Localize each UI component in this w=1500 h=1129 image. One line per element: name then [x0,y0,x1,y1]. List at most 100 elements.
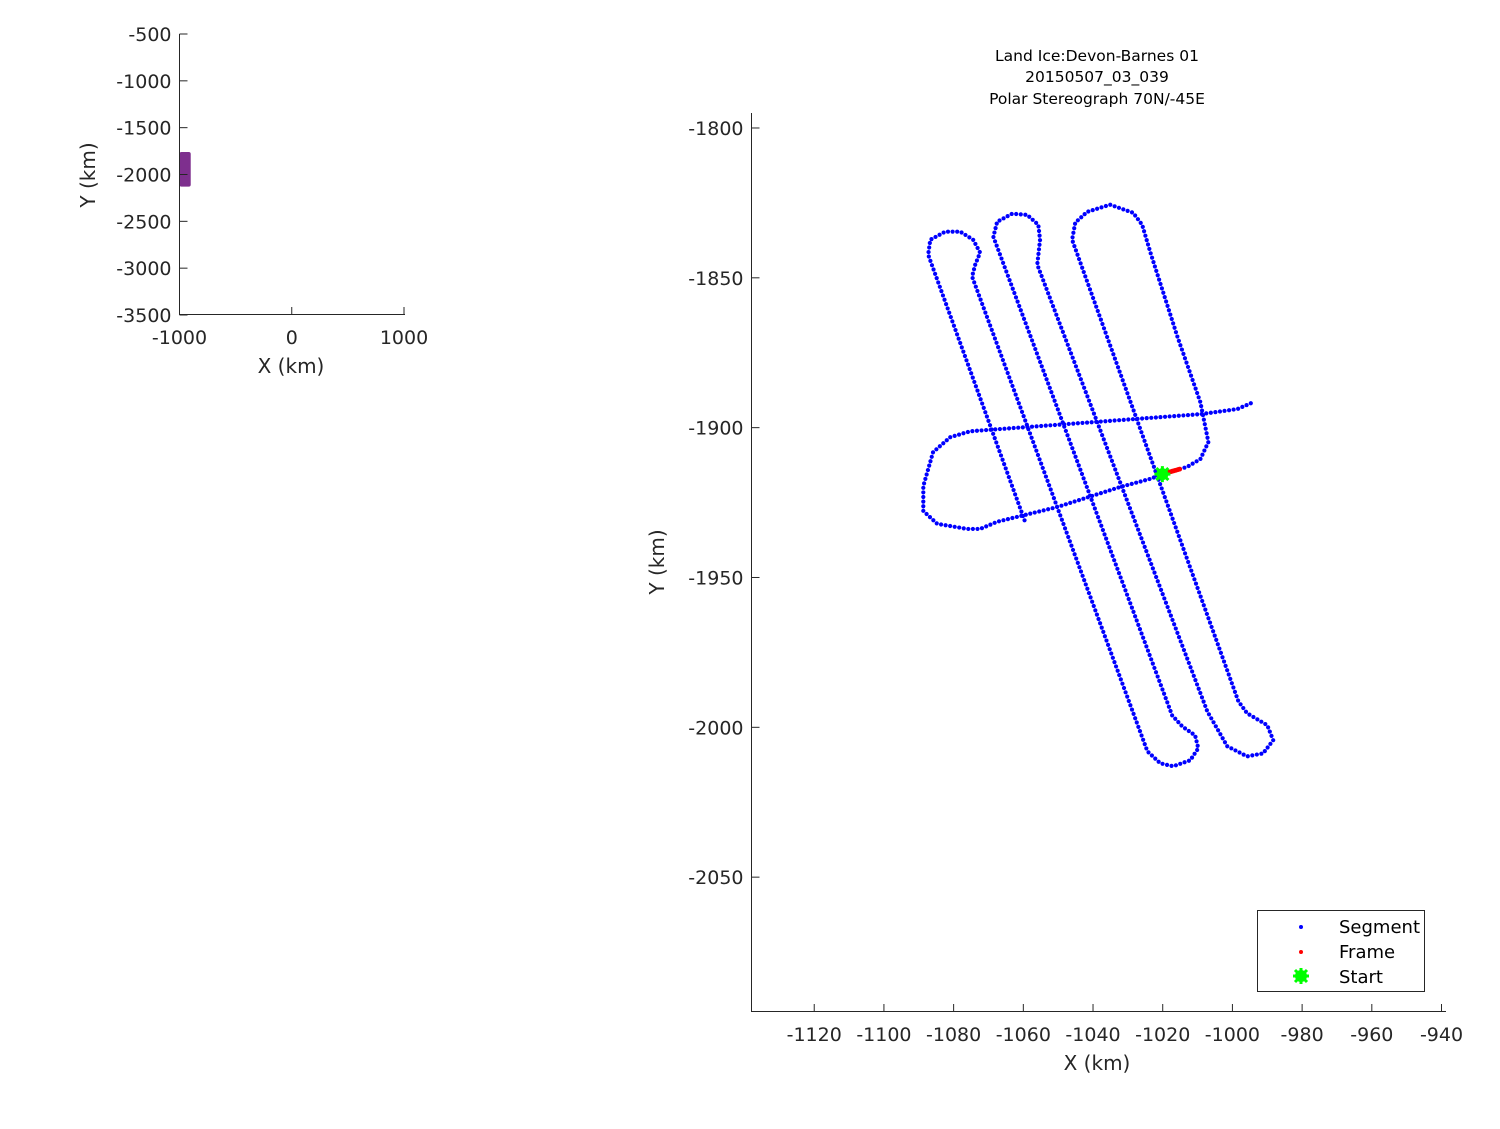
segment-point [1057,321,1062,326]
segment-point [1105,334,1110,340]
segment-point [1004,269,1009,274]
segment-point [974,258,980,263]
segment-point [1135,217,1141,222]
segment-point [1168,613,1173,618]
segment-point [1073,454,1078,459]
segment-point [1155,579,1160,584]
segment-point [1066,421,1071,427]
segment-point [1009,483,1015,488]
segment-point [1185,364,1191,370]
segment-point [1037,269,1043,274]
segment-point [1213,409,1218,415]
segment-point [938,522,944,527]
segment-point [936,280,941,285]
segment-point [1164,762,1170,767]
segment-point [1059,325,1064,330]
segment-point [926,249,931,255]
segment-point [928,258,933,263]
segment-point [1085,394,1090,399]
segment-point [1090,295,1096,301]
segment-point [1158,482,1163,487]
overview-x-label: X (km) [258,354,325,378]
segment-point [1047,295,1052,300]
segment-point [1243,709,1249,714]
segment-point [1161,490,1166,495]
segment-point [1195,412,1200,417]
segment-point [1039,273,1044,279]
segment-point [981,405,986,410]
segment-point [1139,430,1144,435]
segment-point [1125,482,1130,488]
segment-point [1149,561,1154,567]
segment-point [1157,277,1162,282]
segment-point [923,476,928,482]
segment-point [1046,291,1051,296]
legend[interactable]: Segment Frame Start [1257,910,1425,992]
segment-point [1041,278,1046,283]
segment-point [1067,437,1072,442]
segment-point [1092,300,1097,305]
segment-point [971,237,976,242]
segment-point [1112,660,1117,665]
segment-point [1097,313,1102,318]
segment-point [1238,702,1243,707]
segment-point [1013,492,1018,497]
segment-point [1172,520,1177,526]
segment-point [1191,673,1196,678]
segment-point [958,340,963,346]
segment-point [1103,330,1108,335]
segment-point [1045,478,1050,483]
segment-point [1086,590,1092,596]
segment-point [1088,595,1093,600]
segment-point [1169,763,1174,768]
segment-point [984,414,989,419]
segment-point [1133,412,1138,417]
segment-point [1158,587,1164,592]
segment-point [1204,611,1209,617]
segment-point [1076,463,1081,468]
segment-point [970,275,975,281]
segment-point [1094,612,1100,617]
overview-x-tick-label: 1000 [380,327,428,349]
segment-point [1008,379,1013,384]
segment-point [1167,609,1172,614]
segment-point [1161,290,1166,295]
segment-point [925,467,931,473]
segment-point [991,234,996,240]
segment-point [1137,531,1142,537]
segment-point [1101,629,1106,635]
segment-point [1112,418,1117,423]
segment-point [1136,724,1141,729]
segment-point [975,245,980,251]
segment-point [1153,415,1158,420]
segment-point [1186,559,1191,565]
segment-point [1182,356,1188,361]
segment-point [1173,330,1179,335]
segment-point [1091,502,1096,507]
main-x-tick-label: -980 [1281,1024,1324,1046]
segment-point [981,306,986,311]
segment-point [1190,669,1195,674]
segment-point [983,410,988,415]
segment-point [1042,470,1047,475]
segment-point [978,397,983,402]
segment-point [921,485,926,490]
overview-ticks: -1000 0 1000 -500 -1000 -1500 -2000 -2500 -3000 -… [116,24,428,349]
segment-point [1207,620,1213,625]
segment-point [1120,378,1125,383]
segment-point [1084,420,1090,425]
segment-point [1105,540,1110,546]
segment-point [1013,295,1019,300]
segment-point [1144,746,1149,751]
segment-point [1050,304,1056,309]
segment-point [1240,404,1245,410]
segment-point [1103,419,1108,424]
segment-point [943,523,948,528]
segment-point [1255,717,1260,722]
segment-point [1129,510,1134,515]
segment-point [1107,545,1112,550]
segment-point [1160,687,1165,692]
segment-point [1058,415,1064,421]
frame-point [1177,466,1183,472]
segment-point [1003,366,1009,371]
